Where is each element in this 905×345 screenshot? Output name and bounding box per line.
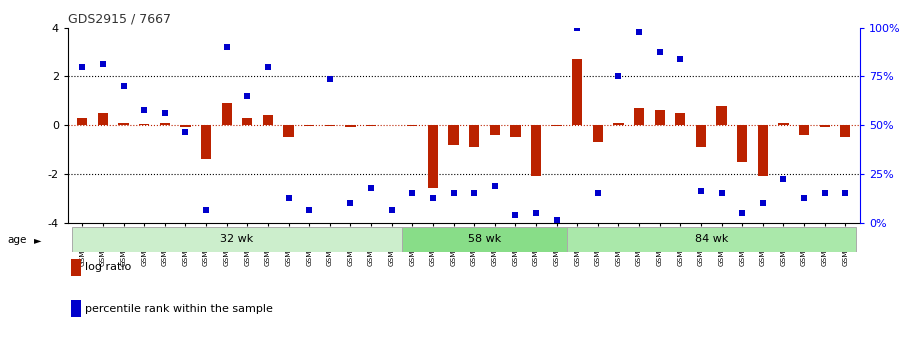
- Bar: [654, 110, 665, 125]
- Point: [199, 208, 214, 213]
- Point: [425, 195, 440, 201]
- Point: [322, 76, 337, 81]
- Point: [96, 61, 110, 67]
- Point: [219, 44, 233, 50]
- Bar: [675, 113, 685, 125]
- Bar: [139, 124, 149, 125]
- Point: [714, 190, 729, 196]
- Bar: [614, 122, 624, 125]
- Bar: [222, 103, 232, 125]
- Bar: [737, 125, 748, 161]
- Bar: [407, 125, 417, 126]
- Text: 32 wk: 32 wk: [220, 235, 253, 244]
- Point: [117, 83, 131, 89]
- Bar: [119, 122, 129, 125]
- Text: ►: ►: [34, 235, 42, 245]
- Point: [75, 64, 90, 69]
- Bar: [572, 59, 583, 125]
- Text: percentile rank within the sample: percentile rank within the sample: [85, 304, 273, 314]
- Point: [467, 190, 481, 196]
- Bar: [717, 106, 727, 125]
- Bar: [551, 125, 562, 126]
- Bar: [262, 115, 273, 125]
- Bar: [799, 125, 809, 135]
- Bar: [325, 125, 335, 126]
- Point: [817, 190, 832, 196]
- Bar: [510, 125, 520, 137]
- Bar: [98, 113, 108, 125]
- Bar: [840, 125, 851, 137]
- Bar: [180, 125, 191, 128]
- Bar: [531, 125, 541, 176]
- Point: [549, 217, 564, 223]
- Point: [343, 200, 357, 206]
- Point: [591, 190, 605, 196]
- Point: [137, 108, 151, 113]
- Bar: [77, 118, 88, 125]
- Point: [653, 49, 667, 55]
- Point: [364, 186, 378, 191]
- Bar: [72, 227, 402, 252]
- Bar: [201, 125, 211, 159]
- Point: [261, 64, 275, 69]
- Bar: [366, 125, 376, 126]
- Text: log ratio: log ratio: [85, 263, 131, 272]
- Point: [529, 210, 543, 216]
- Point: [446, 190, 461, 196]
- Bar: [304, 125, 314, 126]
- Bar: [345, 125, 356, 128]
- Point: [673, 57, 688, 62]
- Bar: [243, 118, 252, 125]
- Point: [735, 210, 749, 216]
- Bar: [448, 125, 459, 145]
- Bar: [757, 125, 768, 176]
- Bar: [283, 125, 294, 137]
- Bar: [428, 125, 438, 188]
- Bar: [567, 227, 855, 252]
- Point: [157, 110, 172, 116]
- Text: GDS2915 / 7667: GDS2915 / 7667: [68, 12, 171, 25]
- Bar: [820, 125, 830, 128]
- Bar: [402, 227, 567, 252]
- Bar: [490, 125, 500, 135]
- Point: [281, 195, 296, 201]
- Bar: [593, 125, 603, 142]
- Point: [302, 208, 317, 213]
- Bar: [634, 108, 644, 125]
- Bar: [696, 125, 706, 147]
- Bar: [159, 122, 170, 125]
- Point: [508, 213, 522, 218]
- Bar: [469, 125, 480, 147]
- Text: age: age: [7, 235, 26, 245]
- Point: [611, 73, 625, 79]
- Point: [796, 195, 811, 201]
- Point: [632, 30, 646, 35]
- Point: [694, 188, 709, 194]
- Point: [405, 190, 420, 196]
- Text: 58 wk: 58 wk: [468, 235, 501, 244]
- Point: [385, 208, 399, 213]
- Point: [570, 25, 585, 30]
- Point: [776, 176, 791, 181]
- Bar: [778, 122, 788, 125]
- Point: [488, 183, 502, 189]
- Point: [178, 130, 193, 135]
- Point: [838, 190, 853, 196]
- Point: [756, 200, 770, 206]
- Point: [240, 93, 254, 99]
- Text: 84 wk: 84 wk: [694, 235, 728, 244]
